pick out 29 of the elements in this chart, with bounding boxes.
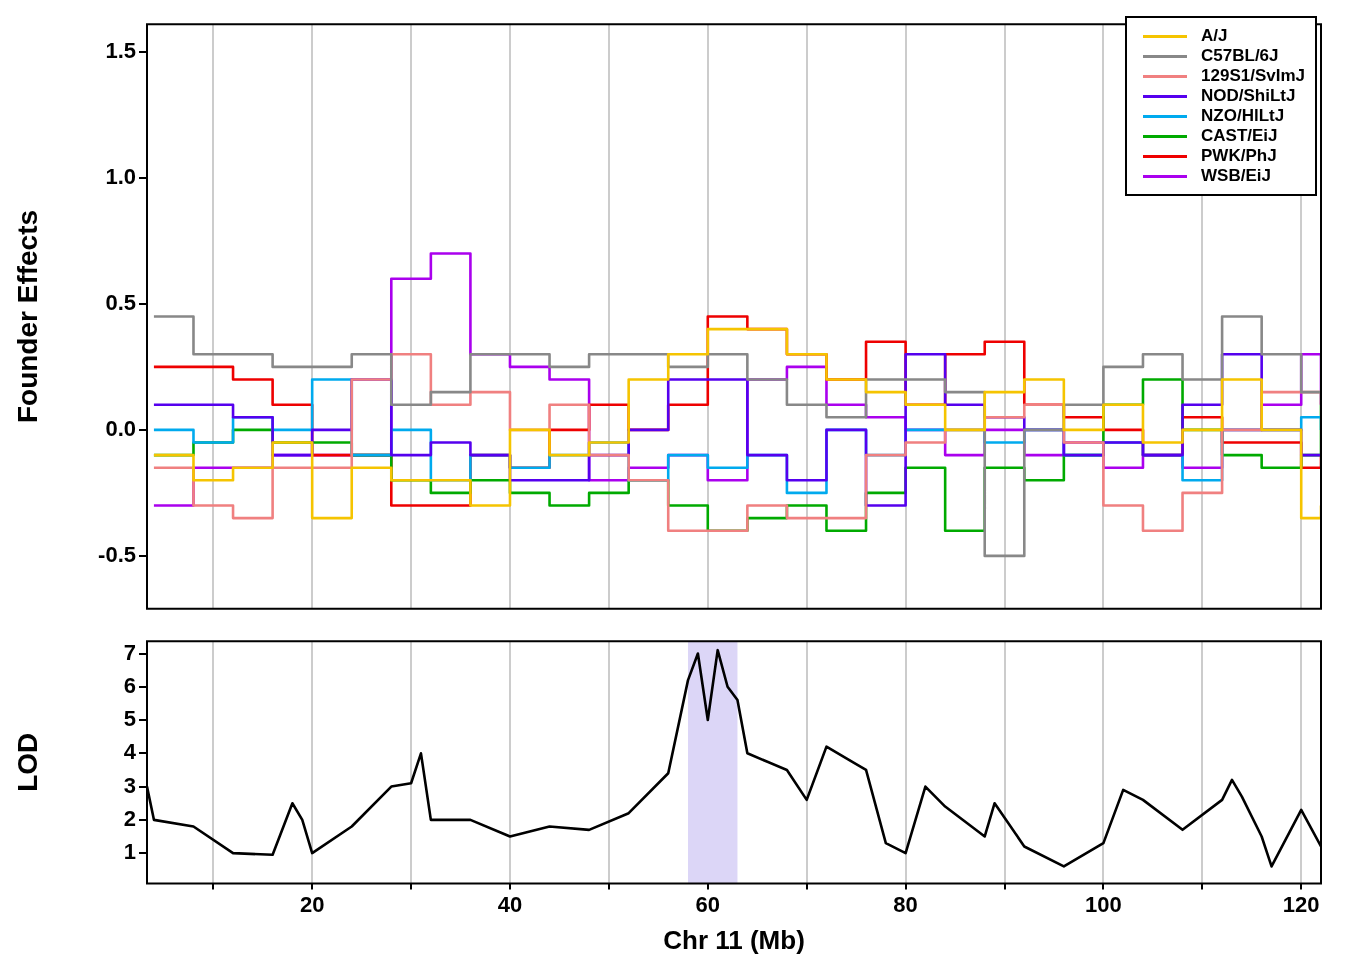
y-tick-label: -0.5 bbox=[98, 541, 136, 567]
legend-label: A/J bbox=[1201, 26, 1228, 46]
y-tick-label: 5 bbox=[123, 706, 136, 732]
y-axis-title: Founder Effects bbox=[11, 209, 43, 424]
x-tick-label: 100 bbox=[1085, 891, 1122, 917]
y-tick-label: 2 bbox=[123, 805, 136, 831]
x-tick-label: 20 bbox=[299, 891, 325, 917]
y-tick-label: 1 bbox=[123, 839, 136, 865]
y-axis-title: LOD bbox=[11, 732, 43, 792]
y-tick-label: 0.5 bbox=[105, 289, 136, 315]
legend-label: WSB/EiJ bbox=[1201, 166, 1271, 186]
legend-label: NOD/ShiLtJ bbox=[1201, 86, 1296, 106]
y-tick-label: 1.0 bbox=[105, 163, 136, 189]
legend-label: C57BL/6J bbox=[1201, 46, 1279, 66]
x-axis-title: Chr 11 (Mb) bbox=[663, 924, 805, 955]
y-tick-label: 7 bbox=[123, 639, 136, 665]
x-tick-label: 80 bbox=[893, 891, 918, 917]
y-tick-label: 3 bbox=[123, 772, 136, 798]
y-tick-label: 6 bbox=[123, 672, 136, 698]
legend-label: NZO/HlLtJ bbox=[1201, 106, 1285, 126]
x-tick-label: 120 bbox=[1282, 891, 1320, 917]
x-tick-label: 40 bbox=[497, 891, 523, 917]
x-tick-label: 60 bbox=[695, 891, 721, 917]
y-tick-label: 4 bbox=[123, 739, 137, 765]
legend-label: PWK/PhJ bbox=[1201, 146, 1277, 166]
y-tick-label: 1.5 bbox=[105, 37, 136, 63]
legend-label: CAST/EiJ bbox=[1201, 126, 1278, 146]
y-tick-label: 0.0 bbox=[105, 415, 136, 441]
legend-label: 129S1/SvImJ bbox=[1201, 66, 1305, 86]
